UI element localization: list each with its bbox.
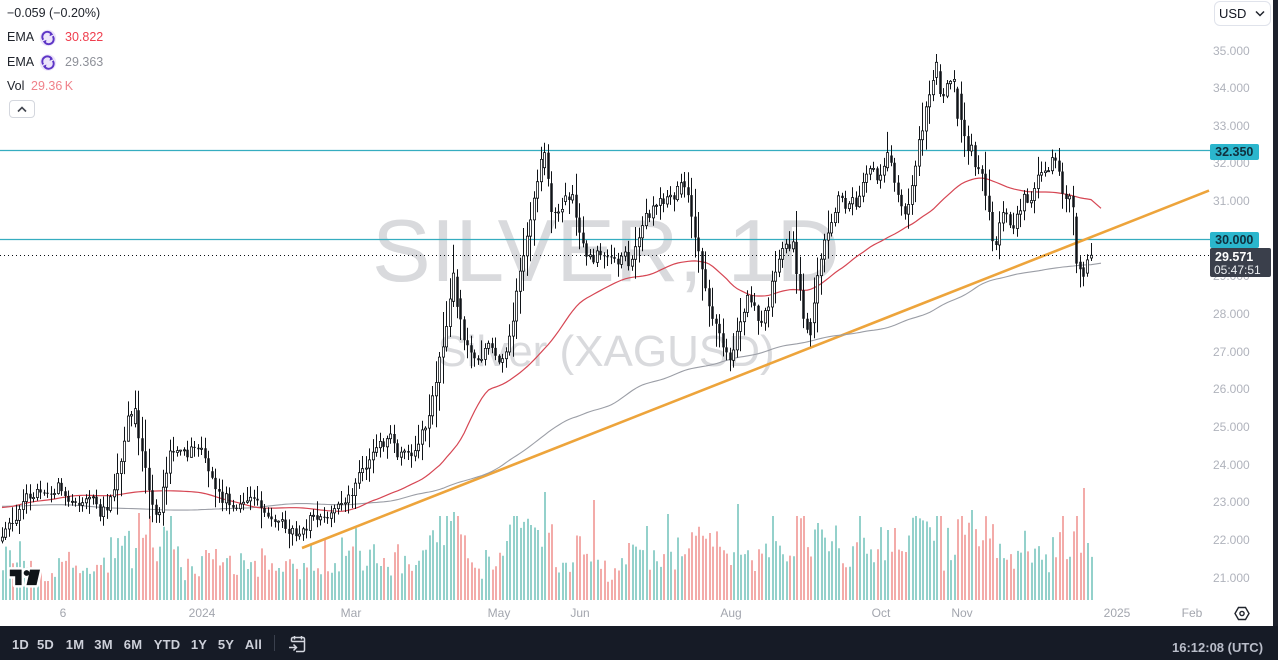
svg-text:SILVER, 1D: SILVER, 1D: [372, 201, 840, 300]
svg-text:Silver (XAGUSD): Silver (XAGUSD): [437, 327, 774, 376]
